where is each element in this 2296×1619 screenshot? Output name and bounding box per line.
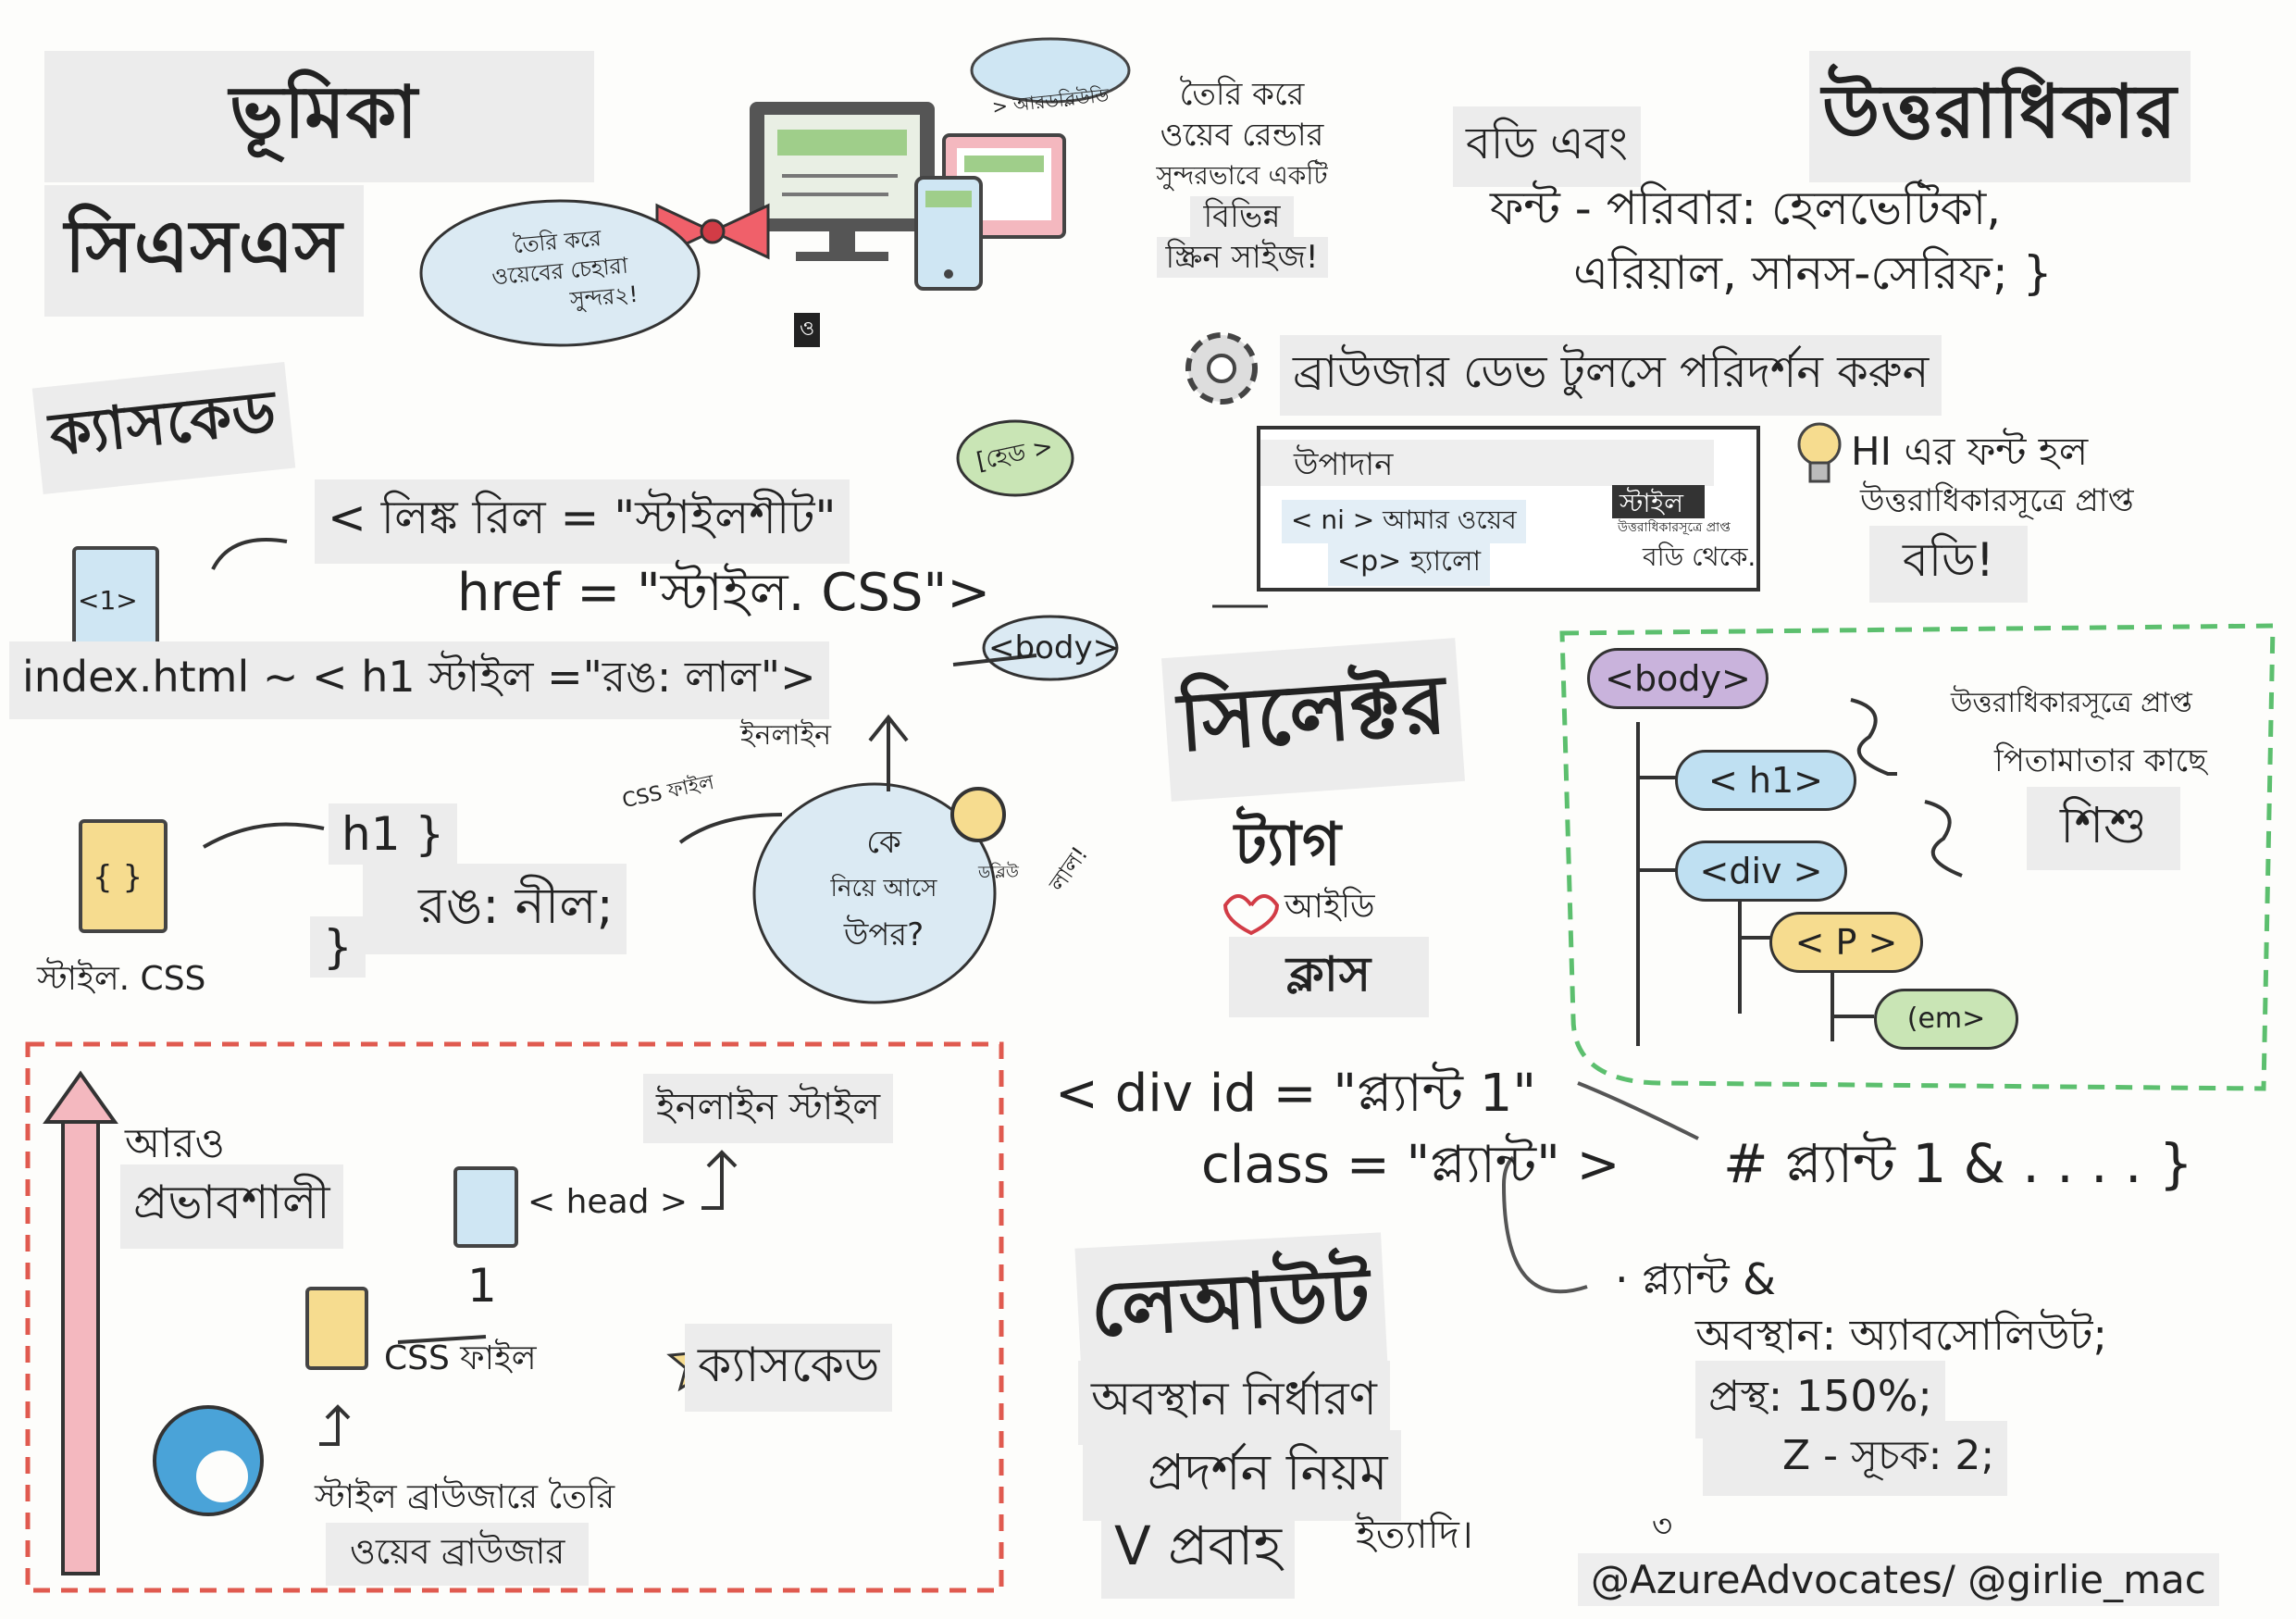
div-line-2: class = "প্ল্যান্ট" > [1201, 1135, 1620, 1195]
layout-rule-2: অবস্থান: অ্যাবসোলিউট; [1695, 1310, 2107, 1360]
rwd-line-1: তৈরি করে [1179, 76, 1305, 113]
rwd-description: তৈরি করে ওয়েব রেন্ডার সুন্দরভাবে একটি ব… [1131, 74, 1353, 278]
heading-css: সিএসএস [44, 185, 364, 317]
link-line-2: href = "স্টাইল. CSS"> [457, 563, 991, 623]
body-tag-bubble: <body> [988, 629, 1120, 666]
layout-item-3: V প্রবাহ [1101, 1501, 1295, 1599]
body-and: বডি এবং [1453, 106, 1641, 187]
css-doc-icon [79, 819, 168, 933]
spec-css-doc-icon [305, 1287, 368, 1370]
spec-cascade: ক্যাসকেড [685, 1324, 893, 1412]
tree-node-div: <div > [1675, 841, 1847, 902]
html-doc-label: <1> [78, 585, 138, 616]
panel-line-2: <p> হ্যালো [1328, 539, 1491, 586]
css-doc-glyph: { } [93, 859, 143, 896]
link-line-1: < লিঙ্ক রিল = "স্টাইলশীট" [315, 479, 850, 564]
layout-rule-1: · প্ল্যান্ট & [1615, 1254, 1777, 1304]
rwd-line-2: ওয়েব রেন্ডার [1160, 117, 1324, 154]
spec-inline-style: ইনলাইন স্টাইল [643, 1074, 893, 1143]
panel-inherited: উত্তরাধিকারসূত্রে প্রাপ্ত [1618, 520, 1731, 535]
tree-node-p: < P > [1769, 912, 1923, 973]
rwd-line-5: স্ক্রিন সাইজ! [1156, 237, 1328, 278]
rule-body: রঙ: নীল; [363, 864, 627, 954]
spec-browser-line-1: স্টাইল ব্রাউজারে তৈরি [315, 1478, 615, 1516]
layout-mark: ৩ [1652, 1508, 1673, 1545]
selector-tag: ট্যাগ [1235, 811, 1342, 879]
heading-selectors: সিলেক্টর [1160, 638, 1465, 802]
panel-elements: উপাদান [1294, 446, 1394, 483]
credit: @AzureAdvocates/ @girlie_mac [1578, 1553, 2219, 1606]
tree-node-body: <body> [1587, 648, 1769, 709]
winner-label: ডব্লিউ [978, 863, 1019, 882]
tree-note-1: উত্তরাধিকারসূত্রে প্রাপ্ত [1951, 687, 2192, 719]
devtools-text: ব্রাউজার ডেভ টুলসে পরিদর্শন করুন [1280, 335, 1942, 416]
spec-css-file: CSS ফাইল [384, 1339, 537, 1377]
tree-note-3: শিশু [2027, 787, 2180, 870]
hi-line-1: HI এর ফন্ট হল [1851, 429, 2089, 474]
layout-etc: ইত্যাদি। [1356, 1512, 1473, 1557]
rule-open: h1 } [329, 803, 458, 865]
intro-cloud-text: তৈরি করে ওয়েবের চেহারা সুন্দর২! [478, 220, 642, 322]
font-line-2: এরিয়াল, সানস-সেরিফ; } [1573, 246, 2053, 300]
spec-browser-line-2: ওয়েব ব্রাউজার [326, 1523, 590, 1586]
selector-id: আইডি [1285, 888, 1375, 926]
more-line-1: আরও [125, 1120, 225, 1167]
css-doc-label: স্টাইল. CSS [37, 960, 206, 998]
selector-class: ক্লাস [1229, 937, 1430, 1017]
rwd-line-4: বিভিন্ন [1190, 196, 1294, 237]
panel-from-body: বডি থেকে. [1643, 542, 1756, 572]
who-line-3: উপর? [843, 916, 925, 953]
id-rule: # প্ল্যান্ট 1 & . . . . } [1723, 1132, 2193, 1195]
rwd-line-3: সুন্দরভাবে একটি [1156, 160, 1328, 191]
heading-intro: ভূমিকা [44, 51, 594, 182]
more-line-2: প্রভাবশালী [120, 1164, 343, 1249]
tree-note-2: পিতামাতার কাছে [1994, 742, 2207, 779]
heading-inheritance: উত্তরাধিকার [1809, 51, 2191, 182]
font-line-1: ফন্ট - পরিবার: হেলভেটিকা, [1490, 181, 2002, 235]
who-wins-text: কে নিয়ে আসে উপর? [814, 819, 953, 958]
div-line-1: < div id = "প্ল্যান্ট 1" [1055, 1064, 1537, 1124]
panel-line-1: < ni > আমার ওয়েব [1282, 500, 1526, 543]
head-doc-icon [453, 1166, 518, 1248]
spec-one: 1 [467, 1259, 497, 1313]
spec-head: < head > [527, 1183, 689, 1221]
who-line-1: কে [866, 824, 901, 861]
hi-line-2: উত্তরাধিকারসূত্রে প্রাপ্ত [1860, 482, 2134, 519]
tree-node-em: (em> [1874, 989, 2018, 1050]
panel-style: স্টাইল [1620, 488, 1683, 518]
who-line-2: নিয়ে আসে [830, 875, 937, 903]
tree-node-h1: < h1> [1675, 750, 1856, 811]
inline-style-line: index.html ~ < h1 স্টাইল ="রঙ: লাল"> [9, 641, 829, 719]
layout-rule-4: Z - সূচক: 2; [1703, 1421, 2008, 1496]
rule-close: } [310, 916, 366, 978]
hi-line-3: বডি! [1869, 526, 2028, 603]
inline-label: ইনলাইন [740, 719, 832, 752]
intro-mark: ও [794, 313, 821, 347]
